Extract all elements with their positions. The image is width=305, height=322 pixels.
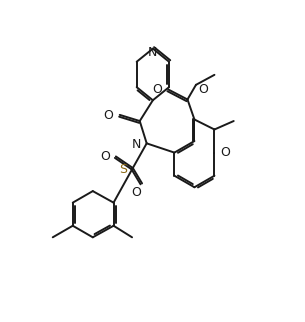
Text: O: O — [132, 186, 142, 200]
Text: N: N — [148, 46, 158, 59]
Text: O: O — [103, 109, 113, 122]
Text: S: S — [120, 163, 127, 176]
Text: N: N — [132, 138, 141, 151]
Text: O: O — [198, 83, 208, 96]
Text: O: O — [152, 83, 162, 96]
Text: O: O — [100, 150, 110, 163]
Text: O: O — [221, 146, 231, 159]
